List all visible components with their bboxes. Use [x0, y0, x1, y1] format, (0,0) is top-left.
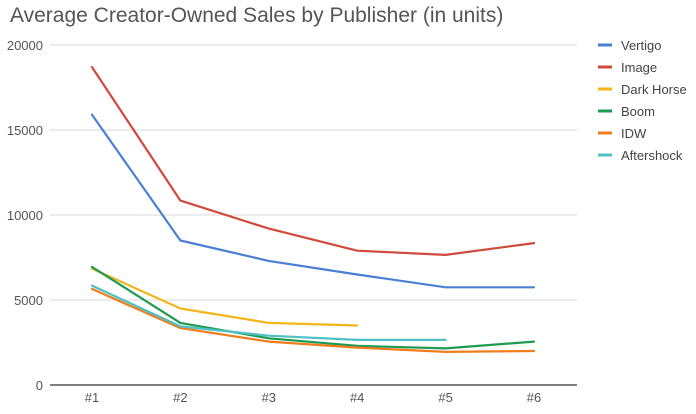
series-line-vertigo	[90, 113, 536, 289]
legend-label-vertigo: Vertigo	[621, 38, 661, 53]
legend-label-boom: Boom	[621, 104, 655, 119]
series-line-idw	[90, 287, 536, 353]
y-tick-label: 20000	[7, 38, 43, 53]
y-tick-label: 15000	[7, 123, 43, 138]
chart-title: Average Creator-Owned Sales by Publisher…	[10, 4, 504, 27]
legend-label-idw: IDW	[621, 126, 647, 141]
x-tick-label: #2	[173, 390, 187, 405]
y-tick-label: 0	[36, 378, 43, 393]
legend: Vertigo Image Dark Horse Boom IDW Aftershock	[598, 38, 687, 163]
series-lines	[90, 65, 536, 353]
x-tick-label: #5	[438, 390, 452, 405]
x-tick-label: #1	[85, 390, 99, 405]
axis-labels: 0 5000 10000 15000 20000 #1 #2 #3 #4 #5 #6	[7, 38, 541, 405]
gridlines	[50, 44, 577, 386]
series-line-dark-horse	[90, 267, 359, 327]
x-tick-label: #6	[527, 390, 541, 405]
x-tick-label: #4	[350, 390, 364, 405]
y-tick-label: 5000	[14, 293, 43, 308]
series-line-aftershock	[90, 284, 447, 341]
x-tick-label: #3	[262, 390, 276, 405]
legend-label-aftershock: Aftershock	[621, 148, 683, 163]
series-line-image	[90, 65, 536, 256]
y-tick-label: 10000	[7, 208, 43, 223]
legend-label-dark-horse: Dark Horse	[621, 82, 687, 97]
series-line-boom	[90, 265, 536, 350]
legend-label-image: Image	[621, 60, 657, 75]
